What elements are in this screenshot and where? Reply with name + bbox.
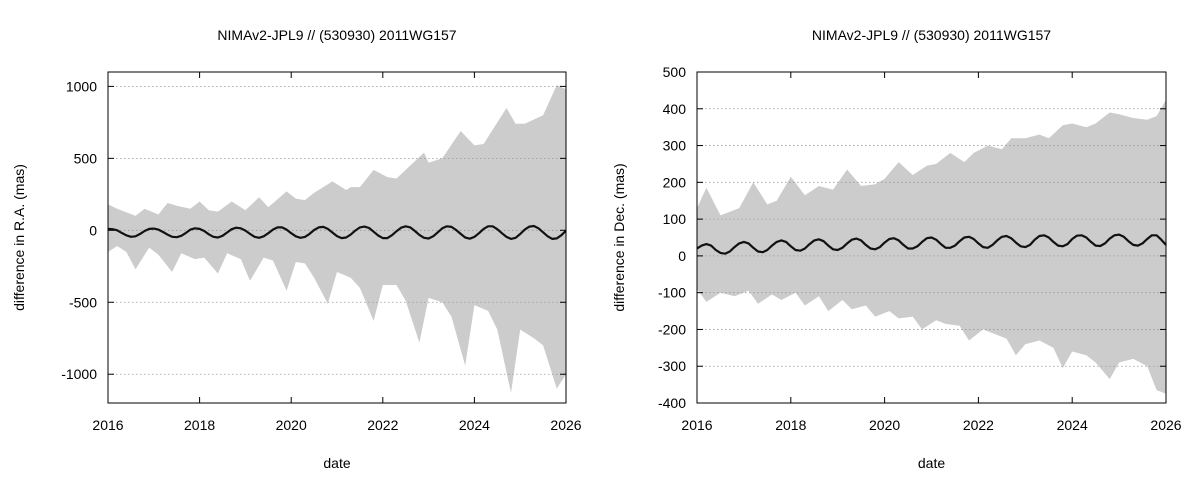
uncertainty-band: [108, 85, 566, 393]
chart-title: NIMAv2-JPL9 // (530930) 2011WG157: [812, 27, 1051, 43]
y-tick-label: 100: [663, 211, 687, 227]
x-axis-label: date: [918, 455, 945, 471]
y-tick-label: 0: [89, 222, 97, 238]
x-tick-label: 2026: [550, 417, 581, 433]
y-tick-label: 300: [663, 138, 687, 154]
x-tick-label: 2020: [276, 417, 307, 433]
y-tick-label: -500: [69, 294, 97, 310]
x-tick-label: 2022: [367, 417, 398, 433]
y-tick-label: -200: [658, 321, 686, 337]
ra-chart: 1000 500 0 -500 -1000 2016 2018 2020 2022 2024 202…: [11, 27, 582, 471]
y-tick-label: 1000: [66, 78, 97, 94]
y-tick-label: -300: [658, 358, 686, 374]
x-tick-label: 2024: [459, 417, 490, 433]
y-tick-label: 500: [663, 64, 687, 80]
uncertainty-band: [697, 99, 1166, 394]
x-axis-label: date: [323, 455, 350, 471]
x-tick-label: 2024: [1057, 417, 1088, 433]
plot-frame: [696, 71, 1167, 404]
dec-chart: 500 400 300 200 100 0 -100 -200 -300 -400 2016 2018…: [611, 27, 1182, 471]
y-tick-label: 0: [678, 248, 686, 264]
y-tick-label: 500: [74, 150, 98, 166]
x-tick-label: 2020: [869, 417, 900, 433]
series-line: [696, 233, 1167, 255]
y-tick-label: -400: [658, 395, 686, 411]
y-tick-label: 400: [663, 101, 687, 117]
series-line: [107, 224, 567, 240]
x-tick-label: 2022: [963, 417, 994, 433]
x-tick-label: 2018: [775, 417, 806, 433]
x-tick-label: 2016: [681, 417, 712, 433]
y-tick-label: -1000: [61, 366, 97, 382]
y-tick-label: 200: [663, 174, 687, 190]
x-tick-label: 2026: [1150, 417, 1181, 433]
plot-frame: [107, 71, 567, 404]
x-tick-label: 2018: [184, 417, 215, 433]
y-axis-label: difference in R.A. (mas): [11, 164, 27, 311]
chart-title: NIMAv2-JPL9 // (530930) 2011WG157: [217, 27, 456, 43]
x-tick-label: 2016: [92, 417, 123, 433]
y-tick-label: -100: [658, 285, 686, 301]
y-axis-label: difference in Dec. (mas): [611, 163, 627, 311]
